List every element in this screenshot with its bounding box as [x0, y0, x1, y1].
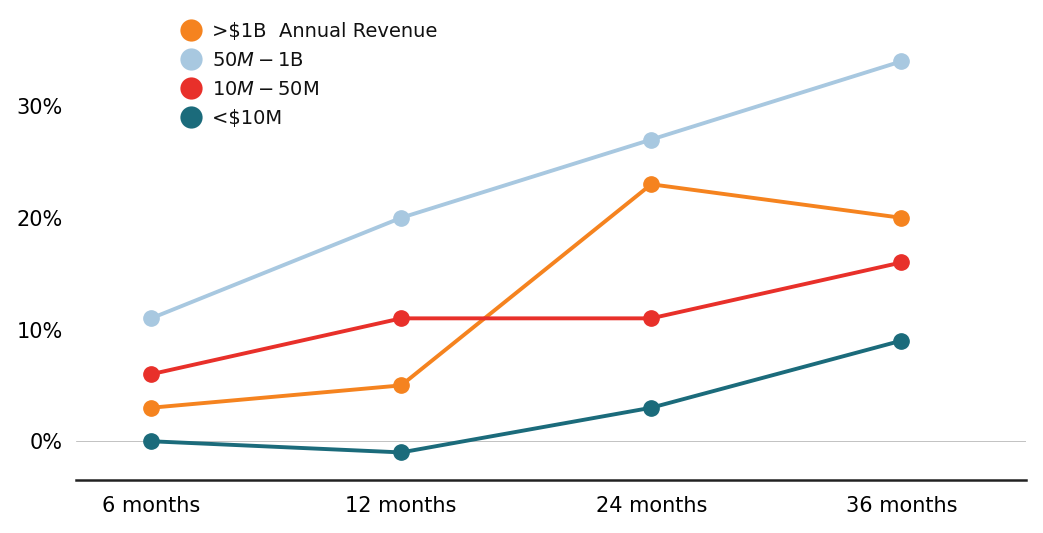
Legend: >​$1B  Annual Revenue, ​$50M - ​$1B, ​$10M - ​$50M, <​$10M: >​$1B Annual Revenue, ​$50M - ​$1B, ​$10…: [180, 22, 437, 128]
